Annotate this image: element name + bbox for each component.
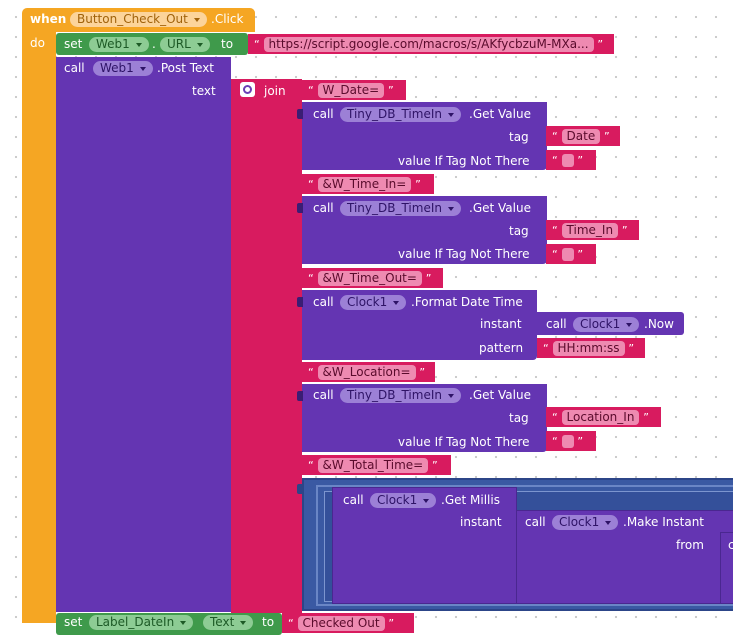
db-date-default-string[interactable]: “ ” (546, 150, 596, 170)
millis-call: call (343, 493, 364, 507)
set-keyword: set (64, 37, 83, 51)
post-component-dropdown[interactable]: Web1 (93, 61, 153, 76)
event-component-dropdown[interactable]: Button_Check_Out (70, 12, 207, 27)
post-method-label: .Post Text (157, 61, 215, 75)
now-call: call (546, 317, 567, 331)
post-call-keyword: call (64, 61, 85, 75)
event-name-label: .Click (211, 12, 244, 26)
db-date-tag-string[interactable]: “ Date ” (546, 126, 620, 146)
db-location-tag-label: tag (509, 411, 529, 425)
db-time-in-component-dropdown[interactable]: Tiny_DB_TimeIn (340, 201, 461, 216)
do-label: do (30, 36, 45, 50)
format-pattern-label: pattern (479, 341, 524, 355)
set-dot: . (152, 37, 156, 51)
db-location-default-string[interactable]: “ ” (546, 431, 596, 451)
db-time-in-default-string[interactable]: “ ” (546, 244, 596, 264)
millis-instant-label: instant (460, 515, 502, 529)
empty-string-value[interactable] (561, 248, 574, 261)
db-date-tag-label: tag (509, 130, 529, 144)
db-time-in-method: .Get Value (469, 201, 531, 215)
db-date-method: .Get Value (469, 107, 531, 121)
make-instant-method: .Make Instant (623, 515, 705, 529)
db-location-default-label: value If Tag Not There (398, 435, 530, 449)
url-string-value[interactable]: https://script.google.com/macros/s/AKfyc… (263, 37, 594, 52)
db-location-tag-string[interactable]: “ Location_In ” (546, 407, 661, 427)
db-location-call: call (313, 388, 334, 402)
pattern-string[interactable]: “ HH:mm:ss ” (537, 338, 645, 358)
millis-method: .Get Millis (441, 493, 500, 507)
make-instant-from-value: c (728, 538, 733, 552)
db-location-component-dropdown[interactable]: Tiny_DB_TimeIn (340, 388, 461, 403)
db-time-in-tag-string[interactable]: “ Time_In ” (546, 220, 639, 240)
millis-component-dropdown[interactable]: Clock1 (370, 493, 437, 508)
db-time-in-call: call (313, 201, 334, 215)
join-block[interactable] (231, 79, 302, 613)
string-w-total-time[interactable]: “ &W_Total_Time= ” (302, 455, 451, 475)
now-method: .Now (644, 317, 674, 331)
string-w-location[interactable]: “ &W_Location= ” (302, 362, 435, 382)
format-component-dropdown[interactable]: Clock1 (340, 295, 407, 310)
make-instant-from-label: from (676, 538, 704, 552)
db-time-in-default-label: value If Tag Not There (398, 247, 530, 261)
db-date-call: call (313, 107, 334, 121)
string-w-date[interactable]: “ W_Date= ” (302, 80, 406, 100)
empty-string-value[interactable] (561, 435, 574, 448)
set-property-dropdown[interactable]: URL (160, 37, 210, 52)
url-string-block[interactable]: “ https://script.google.com/macros/s/AKf… (248, 34, 614, 54)
post-text-block[interactable] (56, 57, 231, 612)
format-call: call (313, 295, 334, 309)
make-instant-call: call (525, 515, 546, 529)
db-date-component-dropdown[interactable]: Tiny_DB_TimeIn (340, 107, 461, 122)
db-location-method: .Get Value (469, 388, 531, 402)
now-component-dropdown[interactable]: Clock1 (573, 317, 640, 332)
string-w-time-in[interactable]: “ &W_Time_In= ” (302, 174, 434, 194)
string-w-time-out[interactable]: “ &W_Time_Out= ” (302, 268, 443, 288)
set-to: to (221, 37, 234, 51)
join-label: join (264, 84, 286, 98)
db-date-default-label: value If Tag Not There (398, 154, 530, 168)
format-method: .Format Date Time (411, 295, 523, 309)
empty-string-value[interactable] (561, 154, 574, 167)
event-block-body (22, 30, 56, 623)
format-instant-label: instant (480, 317, 522, 331)
db-time-in-tag-label: tag (509, 224, 529, 238)
checked-out-string[interactable]: “ Checked Out ” (282, 613, 414, 633)
join-mutator-icon[interactable] (240, 82, 255, 97)
when-label: when (30, 12, 67, 26)
set-component-dropdown[interactable]: Web1 (89, 37, 149, 52)
post-text-param: text (192, 84, 216, 98)
make-instant-from-block[interactable] (720, 532, 733, 604)
make-instant-component-dropdown[interactable]: Clock1 (552, 515, 619, 530)
